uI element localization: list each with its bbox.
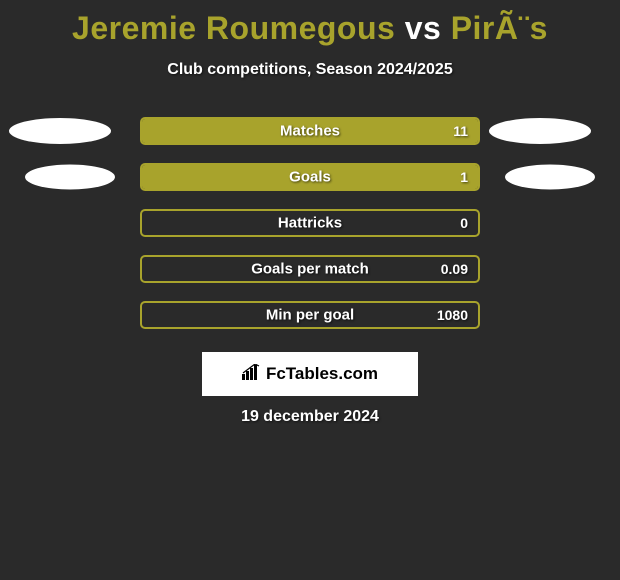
title-player1: Jeremie Roumegous (72, 10, 395, 46)
right-ellipse (489, 118, 591, 144)
stat-label: Hattricks (278, 215, 342, 232)
left-ellipse (9, 118, 111, 144)
source-logo: FcTables.com (242, 364, 378, 385)
stat-row: Matches 11 (0, 117, 620, 145)
left-ellipse (25, 165, 115, 190)
page-title: Jeremie Roumegous vs PirÃ¨s (0, 0, 620, 47)
comparison-infographic: Jeremie Roumegous vs PirÃ¨s Club competi… (0, 0, 620, 580)
stat-row: Hattricks 0 (0, 209, 620, 237)
right-ellipse (505, 165, 595, 190)
stat-rows: Matches 11 Goals 1 Hattricks 0 Goals per match… (0, 117, 620, 329)
title-player2: PirÃ¨s (451, 10, 548, 46)
stat-bar: Hattricks 0 (140, 209, 480, 237)
stat-row: Goals per match 0.09 (0, 255, 620, 283)
stat-row: Min per goal 1080 (0, 301, 620, 329)
stat-label: Goals per match (251, 261, 369, 278)
stat-value: 0 (460, 215, 468, 231)
source-logo-text: FcTables.com (266, 364, 378, 384)
stat-value: 1080 (437, 307, 468, 323)
stat-value: 1 (460, 169, 468, 185)
date-label: 19 december 2024 (0, 408, 620, 426)
subtitle: Club competitions, Season 2024/2025 (0, 61, 620, 79)
stat-label: Matches (280, 123, 340, 140)
stat-row: Goals 1 (0, 163, 620, 191)
stat-bar: Matches 11 (140, 117, 480, 145)
stat-label: Min per goal (266, 307, 354, 324)
bar-chart-icon (242, 364, 262, 385)
stat-value: 11 (453, 123, 468, 139)
stat-bar: Min per goal 1080 (140, 301, 480, 329)
title-vs: vs (395, 10, 450, 46)
stat-label: Goals (289, 169, 331, 186)
stat-bar: Goals per match 0.09 (140, 255, 480, 283)
stat-value: 0.09 (441, 261, 468, 277)
source-logo-box: FcTables.com (202, 352, 418, 396)
stat-bar: Goals 1 (140, 163, 480, 191)
